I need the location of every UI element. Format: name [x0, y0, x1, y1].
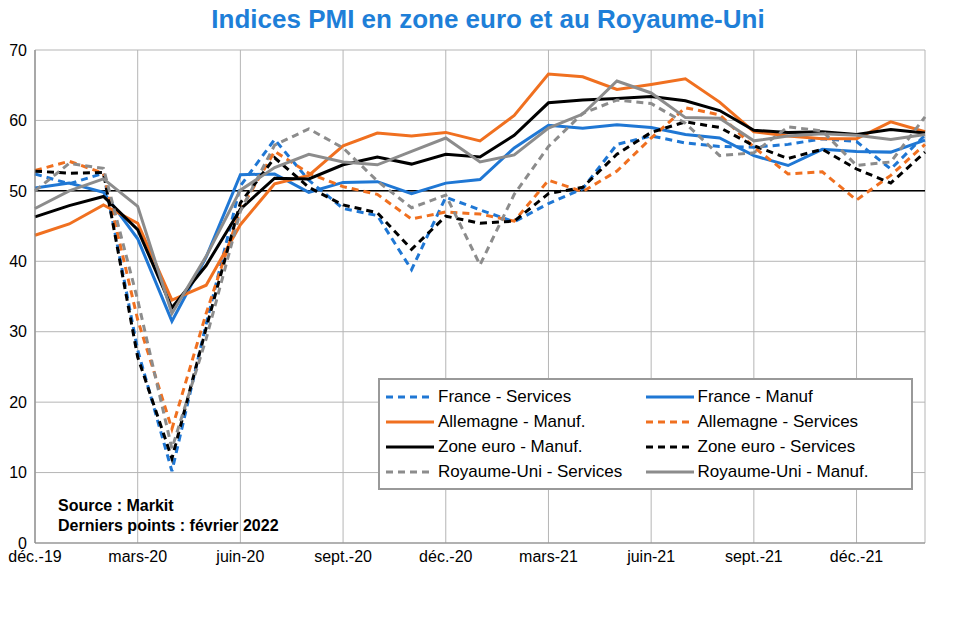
svg-text:sept.-20: sept.-20: [314, 548, 372, 565]
svg-text:sept.-21: sept.-21: [725, 548, 783, 565]
html-text:Source : Markit: Source : Markit: [58, 497, 174, 514]
svg-text:mars-20: mars-20: [108, 548, 167, 565]
svg-text:30: 30: [9, 323, 27, 340]
html-text:France - Services: France - Services: [438, 386, 572, 406]
svg-text:10: 10: [9, 464, 27, 481]
svg-text:0: 0: [18, 535, 27, 552]
html-text:Allemagne - Services: Allemagne - Services: [697, 411, 859, 431]
html-text:Zone euro - Services: Zone euro - Services: [697, 436, 856, 456]
svg-text:déc.-19: déc.-19: [8, 548, 61, 565]
svg-text:40: 40: [9, 253, 27, 270]
html-text:Indices PMI en zone euro et au: Indices PMI en zone euro et au Royaume-U…: [211, 4, 765, 34]
svg-text:20: 20: [9, 394, 27, 411]
svg-text:70: 70: [9, 42, 27, 59]
html-text:Derniers points : février 2022: Derniers points : février 2022: [58, 517, 279, 534]
html-text:France - Manuf: France - Manuf: [697, 386, 813, 406]
svg-text:60: 60: [9, 112, 27, 129]
svg-text:déc.-20: déc.-20: [419, 548, 472, 565]
svg-text:mars-21: mars-21: [519, 548, 578, 565]
svg-text:juin-20: juin-20: [215, 548, 264, 565]
svg-text:juin-21: juin-21: [626, 548, 675, 565]
svg-text:déc.-21: déc.-21: [830, 548, 883, 565]
html-text:Allemagne - Manuf.: Allemagne - Manuf.: [438, 411, 586, 431]
html-text:Zone euro - Manuf.: Zone euro - Manuf.: [438, 436, 583, 456]
html-text:Royaume-Uni - Manuf.: Royaume-Uni - Manuf.: [697, 461, 869, 481]
html-text:Royaume-Uni - Services: Royaume-Uni - Services: [438, 461, 623, 481]
svg-text:50: 50: [9, 183, 27, 200]
